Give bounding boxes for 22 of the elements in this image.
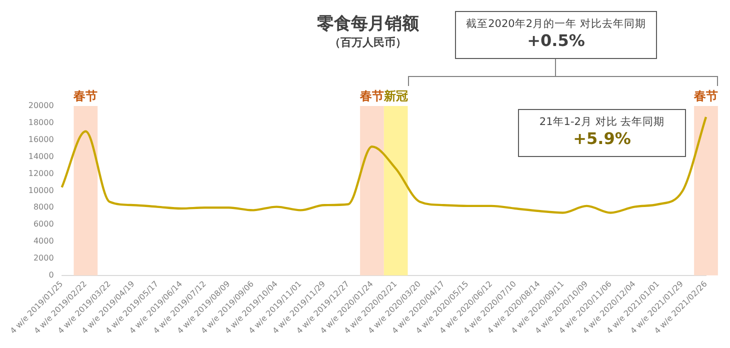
y-tick-label: 10000 (28, 186, 54, 195)
y-tick-label: 20000 (28, 101, 54, 110)
chart-title: 零食每月销额 (316, 13, 420, 35)
y-tick-label: 14000 (28, 152, 54, 161)
text: 截至2020年2月的一年 对比去年同期 (465, 17, 647, 31)
y-tick-label: 2000 (33, 254, 54, 263)
band-label: 春节 (72, 89, 98, 104)
annotation: 21年1-2月 对比 去年同期 (538, 115, 666, 129)
y-tick-label: 16000 (28, 134, 54, 144)
text: +0.5% (526, 31, 586, 50)
y-tick-label: 6000 (33, 220, 54, 229)
band-label: 春节 (358, 89, 384, 104)
annotation: +5.9% (572, 129, 632, 148)
band-label: 春节 (693, 89, 718, 104)
y-tick-label: 12000 (28, 168, 54, 178)
y-tick-label: 8000 (33, 202, 54, 212)
band-label: 新冠 (382, 89, 408, 104)
y-tick-label: 18000 (28, 118, 54, 128)
y-tick-label: 4000 (33, 236, 54, 246)
line-series (60, 116, 708, 214)
chart-subtitle: （百万人民币） (328, 35, 408, 50)
y-tick-label: 0 (48, 270, 54, 280)
